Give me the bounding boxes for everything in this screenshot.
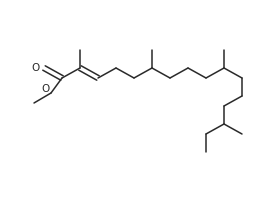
Text: O: O bbox=[32, 63, 40, 73]
Text: O: O bbox=[41, 84, 49, 94]
